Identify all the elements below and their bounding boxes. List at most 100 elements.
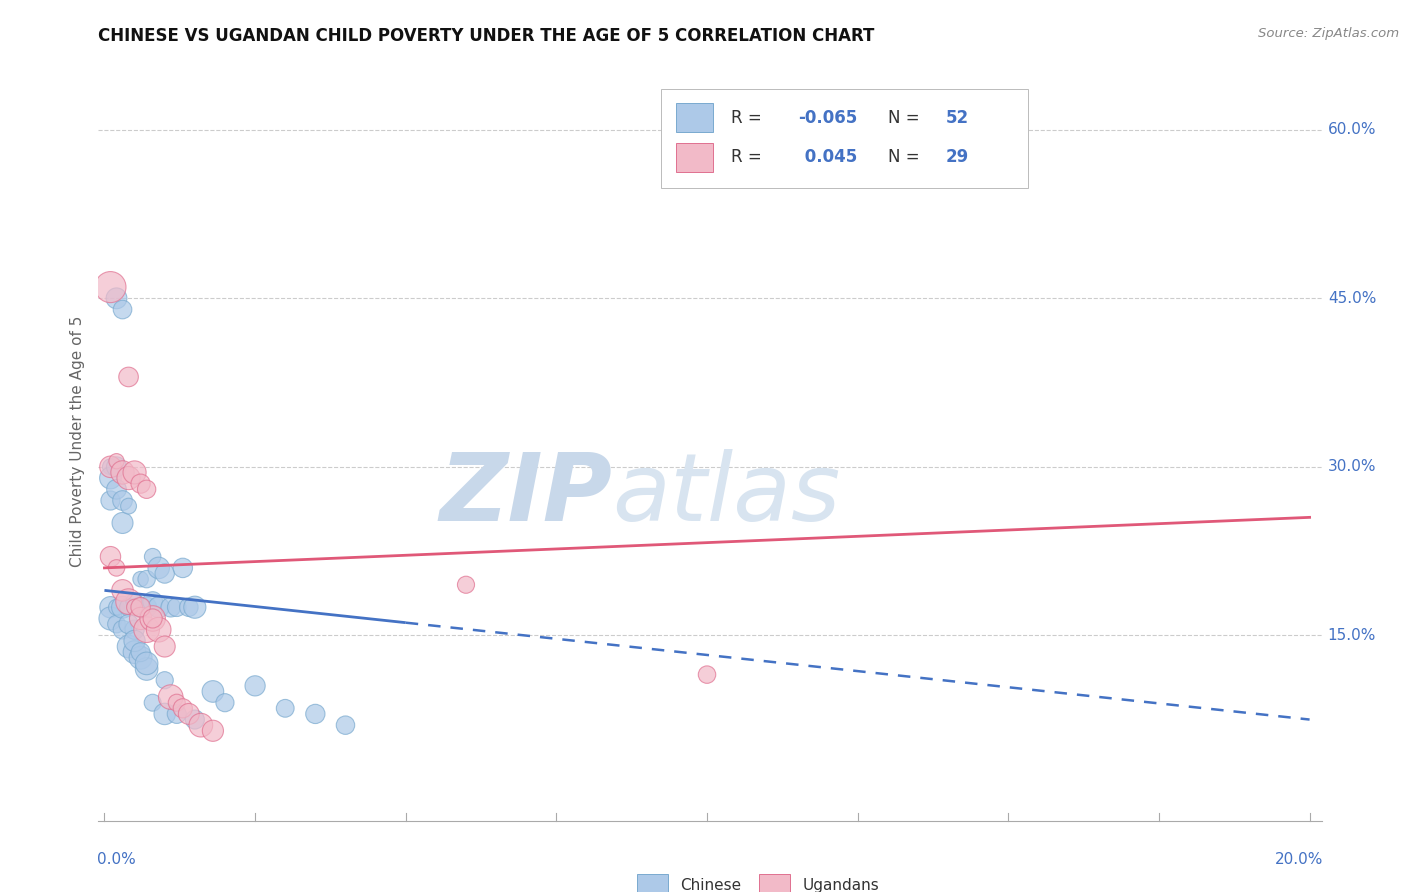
Point — [159, 690, 181, 704]
Point — [111, 516, 134, 530]
Point — [153, 673, 176, 688]
Point — [153, 706, 176, 721]
Point — [153, 566, 176, 581]
Point — [129, 650, 152, 665]
Point — [105, 561, 128, 575]
Point — [142, 611, 165, 625]
Point — [129, 645, 152, 659]
Point — [111, 302, 134, 317]
Point — [100, 459, 122, 474]
Point — [214, 696, 236, 710]
Point — [129, 600, 152, 615]
FancyBboxPatch shape — [676, 143, 713, 171]
Point — [117, 594, 139, 608]
Point — [201, 723, 224, 738]
Point — [135, 662, 157, 676]
Point — [124, 466, 146, 480]
Text: Source: ZipAtlas.com: Source: ZipAtlas.com — [1258, 27, 1399, 40]
Point — [111, 493, 134, 508]
Point — [696, 667, 718, 681]
FancyBboxPatch shape — [661, 89, 1028, 187]
Point — [100, 493, 122, 508]
Point — [153, 640, 176, 654]
Point — [105, 617, 128, 632]
Point — [105, 454, 128, 468]
Point — [243, 679, 266, 693]
Text: 20.0%: 20.0% — [1274, 853, 1323, 868]
Text: atlas: atlas — [612, 449, 841, 541]
Text: Chinese: Chinese — [681, 878, 741, 892]
Point — [117, 471, 139, 485]
Point — [148, 561, 170, 575]
Text: 29: 29 — [945, 148, 969, 166]
Point — [105, 459, 128, 474]
Point — [124, 634, 146, 648]
FancyBboxPatch shape — [676, 103, 713, 132]
Point — [201, 684, 224, 698]
Text: 60.0%: 60.0% — [1327, 122, 1376, 137]
Point — [135, 572, 157, 586]
Point — [304, 706, 326, 721]
Text: CHINESE VS UGANDAN CHILD POVERTY UNDER THE AGE OF 5 CORRELATION CHART: CHINESE VS UGANDAN CHILD POVERTY UNDER T… — [98, 27, 875, 45]
Point — [142, 611, 165, 625]
Point — [177, 600, 200, 615]
Point — [142, 696, 165, 710]
Point — [135, 657, 157, 671]
Point — [100, 471, 122, 485]
Point — [124, 594, 146, 608]
Point — [184, 713, 207, 727]
Text: 0.045: 0.045 — [799, 148, 856, 166]
Point — [129, 476, 152, 491]
Point — [177, 706, 200, 721]
Point — [111, 623, 134, 637]
Point — [159, 600, 181, 615]
Text: N =: N = — [887, 109, 925, 127]
Point — [166, 600, 188, 615]
Point — [454, 578, 477, 592]
Text: 45.0%: 45.0% — [1327, 291, 1376, 306]
Point — [190, 718, 212, 732]
Point — [124, 645, 146, 659]
Point — [124, 623, 146, 637]
Point — [135, 483, 157, 497]
Point — [105, 483, 128, 497]
Point — [111, 466, 134, 480]
Point — [335, 718, 357, 732]
Point — [148, 600, 170, 615]
Text: 0.0%: 0.0% — [97, 853, 136, 868]
Point — [172, 701, 194, 715]
Text: R =: R = — [731, 109, 768, 127]
Text: Ugandans: Ugandans — [803, 878, 879, 892]
Text: -0.065: -0.065 — [799, 109, 858, 127]
Point — [100, 549, 122, 564]
Text: ZIP: ZIP — [439, 449, 612, 541]
Point — [124, 600, 146, 615]
Point — [100, 611, 122, 625]
Point — [274, 701, 297, 715]
Point — [129, 611, 152, 625]
Point — [184, 600, 207, 615]
Point — [105, 291, 128, 305]
Point — [166, 706, 188, 721]
Point — [142, 594, 165, 608]
Point — [105, 600, 128, 615]
FancyBboxPatch shape — [759, 874, 790, 892]
Text: 52: 52 — [945, 109, 969, 127]
Text: 30.0%: 30.0% — [1327, 459, 1376, 475]
Point — [100, 459, 122, 474]
Point — [135, 623, 157, 637]
Point — [117, 600, 139, 615]
Point — [166, 696, 188, 710]
Point — [142, 549, 165, 564]
Point — [117, 617, 139, 632]
Point — [135, 600, 157, 615]
Text: R =: R = — [731, 148, 768, 166]
Text: N =: N = — [887, 148, 925, 166]
Point — [129, 572, 152, 586]
Y-axis label: Child Poverty Under the Age of 5: Child Poverty Under the Age of 5 — [69, 316, 84, 567]
Point — [129, 600, 152, 615]
Point — [111, 600, 134, 615]
FancyBboxPatch shape — [637, 874, 668, 892]
Point — [117, 499, 139, 513]
Text: 15.0%: 15.0% — [1327, 628, 1376, 643]
